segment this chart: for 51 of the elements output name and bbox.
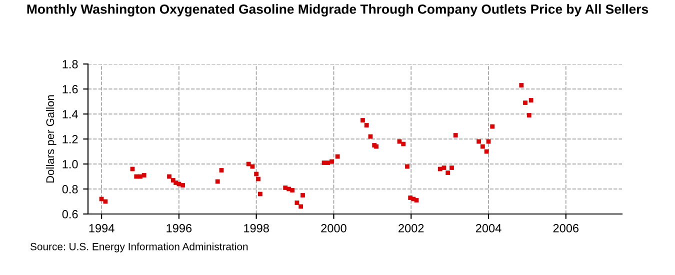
point	[180, 183, 185, 188]
point	[405, 164, 410, 169]
source-note: Source: U.S. Energy Information Administration	[30, 242, 248, 252]
point	[142, 173, 146, 178]
y-tick-label: 1.6	[62, 85, 78, 94]
x-tick-label: 1994	[89, 224, 114, 232]
point	[526, 113, 532, 118]
point	[103, 199, 108, 204]
point	[442, 166, 446, 170]
y-tick-label: 1.2	[62, 135, 78, 144]
point	[446, 170, 450, 175]
point	[453, 133, 458, 138]
point	[258, 192, 262, 196]
point	[246, 162, 251, 166]
x-tick-label: 2002	[398, 224, 424, 232]
point	[254, 172, 259, 176]
x-tick-label: 1996	[166, 224, 192, 232]
point	[519, 83, 524, 88]
y-axis-title: Dollars per Gallon	[46, 95, 56, 183]
point	[326, 160, 330, 165]
point	[300, 193, 305, 198]
point	[360, 118, 365, 122]
y-tick-label: 1.0	[62, 160, 78, 168]
x-tick-label: 2006	[553, 224, 579, 232]
point	[480, 144, 485, 149]
point	[528, 98, 534, 102]
x-tick-label: 2004	[476, 224, 502, 232]
chart-title: Monthly Washington Oxygenated Gasoline Midgrade Through Company Outlets Price by All Sellers	[27, 4, 648, 16]
y-tick-label: 1.8	[62, 60, 78, 68]
point	[401, 142, 406, 146]
point	[476, 139, 482, 144]
point	[414, 198, 419, 202]
point	[330, 159, 334, 164]
point	[490, 124, 495, 129]
point	[215, 179, 220, 184]
point	[219, 168, 224, 172]
point	[294, 200, 300, 205]
y-tick-label: 0.8	[62, 185, 78, 194]
point	[335, 154, 340, 159]
x-tick-label: 2000	[321, 224, 346, 232]
point	[484, 149, 489, 154]
point	[256, 176, 260, 182]
point	[523, 100, 528, 105]
y-tick-label: 1.4	[62, 110, 78, 118]
y-tick-label: 0.6	[62, 210, 78, 218]
point	[364, 123, 369, 128]
point	[167, 174, 172, 179]
point	[290, 188, 295, 192]
x-tick-label: 1998	[244, 224, 269, 232]
point	[450, 166, 454, 170]
point	[298, 204, 304, 209]
